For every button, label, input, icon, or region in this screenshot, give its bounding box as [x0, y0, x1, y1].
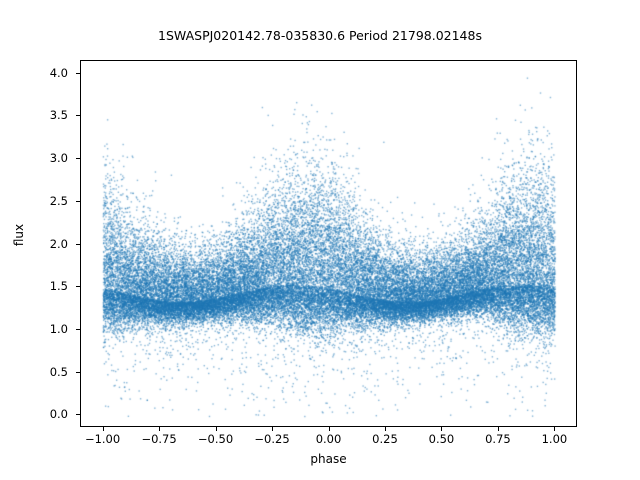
y-tick-label: 1.0	[49, 321, 68, 336]
y-tick-mark	[76, 158, 80, 159]
y-tick-mark	[76, 286, 80, 287]
y-tick-label: 1.5	[49, 279, 68, 294]
y-tick-label: 2.0	[49, 236, 68, 251]
x-tick-mark	[498, 427, 499, 431]
x-tick-label: 0.50	[428, 432, 455, 446]
x-axis-label: phase	[310, 452, 347, 466]
y-tick-mark	[76, 414, 80, 415]
y-tick-label: 0.0	[49, 407, 68, 422]
y-tick-label: 3.5	[49, 108, 68, 123]
y-axis-label-wrap: flux	[12, 0, 34, 480]
x-tick-label: 0.00	[315, 432, 342, 446]
x-tick-mark	[441, 427, 442, 431]
y-tick-label: 4.0	[49, 65, 68, 80]
plot-axes	[80, 60, 577, 427]
x-tick-mark	[554, 427, 555, 431]
y-tick-mark	[76, 244, 80, 245]
x-tick-mark	[216, 427, 217, 431]
x-tick-label: 0.75	[485, 432, 511, 446]
x-tick-label: −0.50	[197, 432, 234, 446]
x-tick-mark	[272, 427, 273, 431]
x-tick-label: 0.25	[372, 432, 398, 446]
y-tick-label: 3.0	[49, 151, 68, 166]
x-tick-mark	[159, 427, 160, 431]
x-tick-label: 1.00	[541, 432, 568, 446]
y-tick-label: 2.5	[49, 193, 68, 208]
x-tick-mark	[329, 427, 330, 431]
x-tick-label: −0.75	[141, 432, 177, 446]
y-tick-mark	[76, 201, 80, 202]
x-tick-label: −0.25	[254, 432, 290, 446]
y-tick-mark	[76, 115, 80, 116]
x-tick-mark	[385, 427, 386, 431]
page-title: 1SWASPJ020142.78-035830.6 Period 21798.0…	[158, 28, 482, 43]
y-tick-mark	[76, 372, 80, 373]
y-tick-mark	[76, 73, 80, 74]
y-tick-label-group: 0.0 0.5 1.0 1.5 2.0 2.5 3.0 3.5 4.0	[0, 0, 68, 480]
y-tick-label: 0.5	[49, 364, 68, 379]
y-axis-label: flux	[12, 223, 27, 247]
y-tick-mark	[76, 329, 80, 330]
x-tick-label: −1.00	[84, 432, 121, 446]
x-tick-mark	[103, 427, 104, 431]
scatter-plot-canvas	[81, 61, 576, 426]
